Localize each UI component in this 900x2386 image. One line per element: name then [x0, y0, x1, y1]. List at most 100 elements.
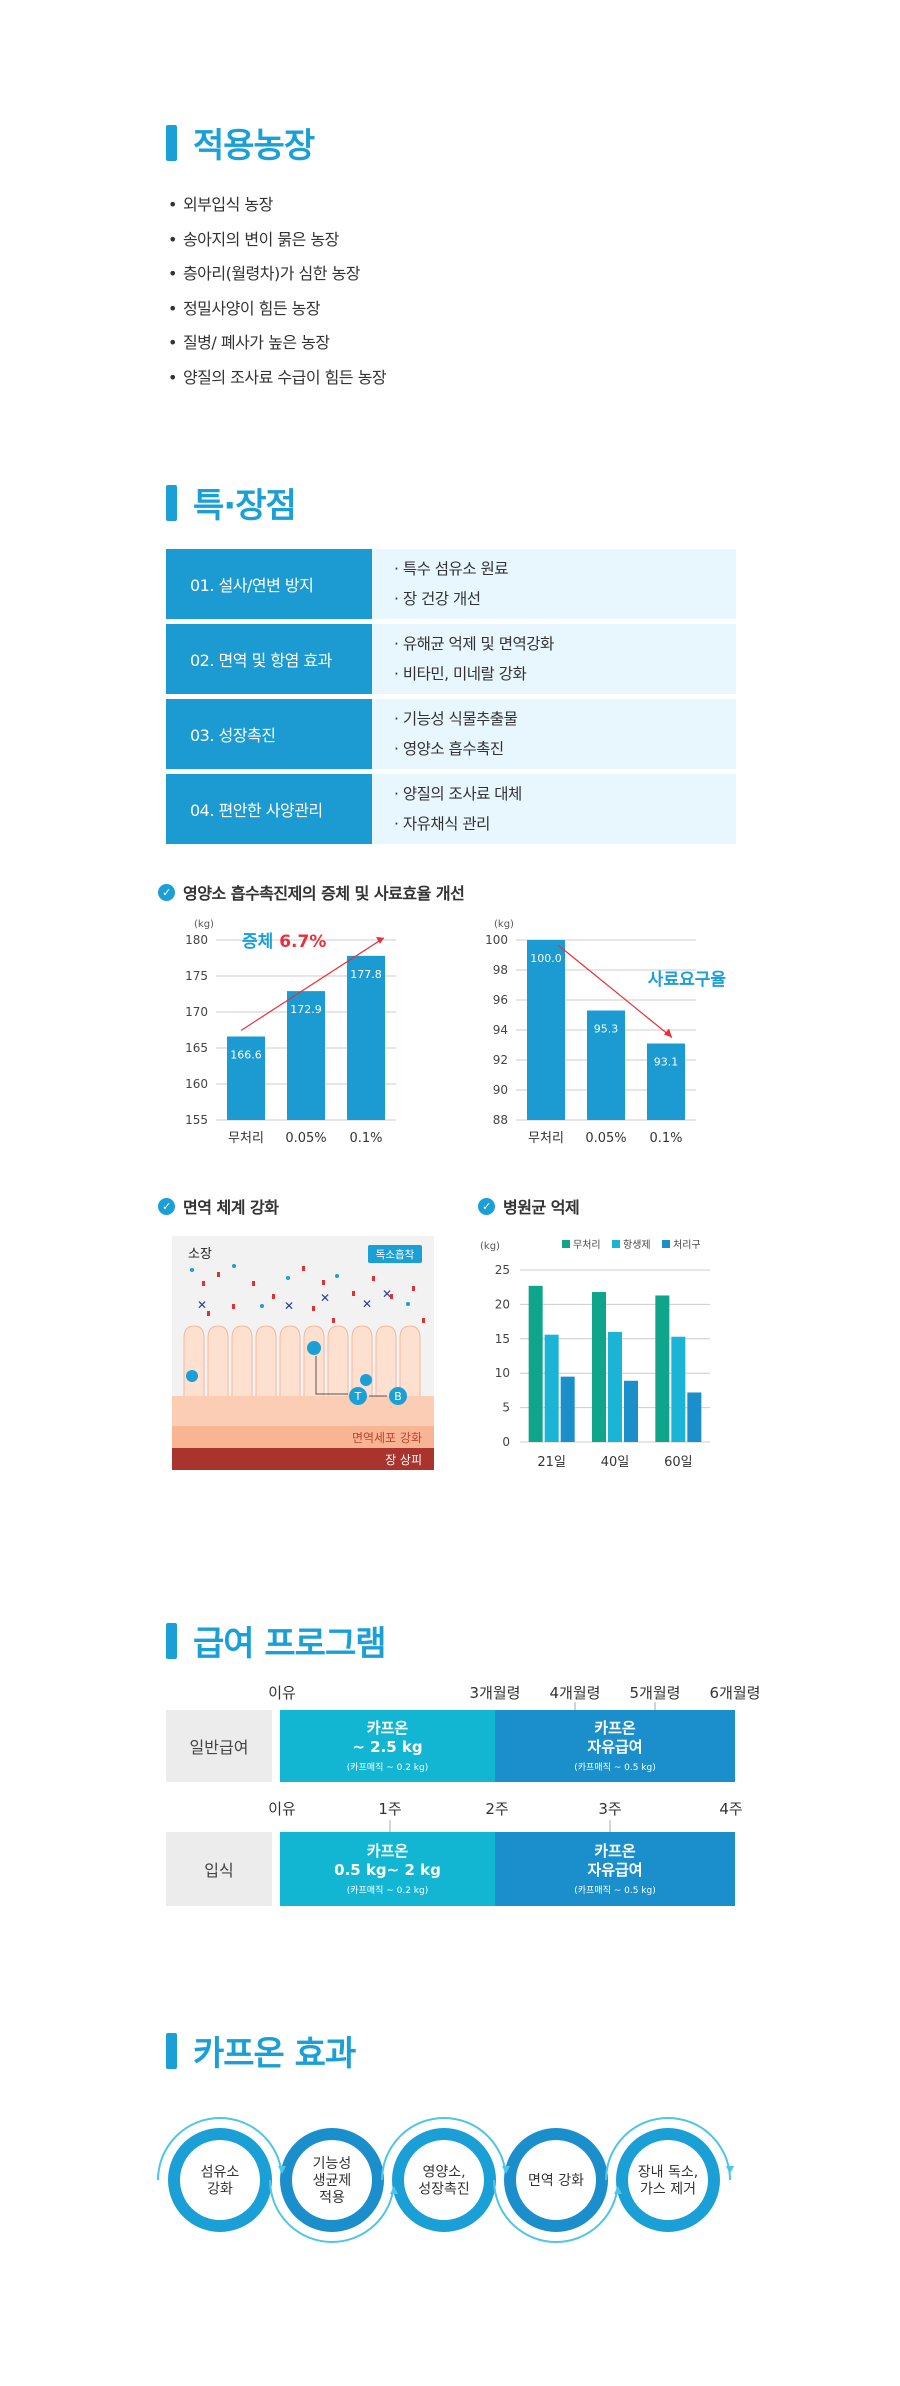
effect-label: 섬유소 [201, 2165, 240, 2181]
data-label: 100.0 [530, 952, 562, 965]
bar [287, 991, 325, 1120]
svg-text:✕: ✕ [197, 1298, 207, 1312]
bar [647, 1043, 685, 1120]
subhead-text: 영양소 흡수촉진제의 증체 및 사료효율 개선 [183, 884, 465, 903]
bar [624, 1380, 638, 1442]
list-item: 층아리(월령차)가 심한 농장 [168, 257, 386, 292]
tick-label: 2주 [485, 1800, 509, 1818]
subhead-immune: ✓ 면역 체계 강화 [158, 1194, 279, 1218]
effect-circle-inner [404, 2140, 484, 2220]
effect-label: 적용 [319, 2190, 345, 2206]
feature-line: · 영양소 흡수촉진 [394, 740, 504, 758]
arrow-head-icon [502, 2166, 510, 2174]
segment-sub: (카프매직 ~ 0.5 kg) [574, 1886, 656, 1896]
tick-label: 4개월령 [549, 1684, 601, 1702]
subhead-text: 병원균 억제 [503, 1198, 580, 1217]
y-tick-label: 165 [185, 1041, 208, 1055]
section-title-features: 특·장점 [166, 478, 297, 527]
weight-gain-chart: (kg) 155 160 165 170 175 180 166.6 무처리 172.9 0.05%… [185, 919, 396, 1146]
data-label: 172.9 [290, 1003, 322, 1016]
subhead-pathogen: ✓ 병원균 억제 [478, 1194, 580, 1218]
epithelium-label: 장 상피 [385, 1453, 422, 1467]
toxin-badge [368, 1245, 422, 1263]
legend-label: 항생제 [623, 1239, 651, 1251]
section-title-program: 급여 프로그램 [166, 1616, 387, 1665]
feature-desc: · 양질의 조사료 대체 · 자유채식 관리 [372, 774, 736, 844]
ring-arc [269, 2179, 395, 2243]
list-item: 질병/ 폐사가 높은 농장 [168, 326, 386, 361]
tick-label: 6개월령 [709, 1684, 761, 1702]
feature-row: 02. 면역 및 항염 효과 · 유해균 억제 및 면역강화 · 비타민, 미네랄… [166, 624, 736, 694]
segment-title: 카프온 [366, 1842, 409, 1860]
y-tick-label: 25 [495, 1263, 510, 1277]
effect-label: 장내 독소, [638, 2165, 698, 2181]
tick-label: 3개월령 [469, 1684, 521, 1702]
feature-line: · 양질의 조사료 대체 [394, 785, 522, 803]
epithelium-layer [172, 1448, 434, 1470]
ring-arc [157, 2117, 283, 2181]
feature-row: 03. 성장촉진 · 기능성 식물추출물 · 영양소 흡수촉진 [166, 699, 736, 769]
list-item: 정밀사양이 힘든 농장 [168, 292, 386, 327]
features-table: 01. 설사/연변 방지 · 특수 섬유소 원료 · 장 건강 개선 02. 면역… [166, 549, 736, 849]
list-item: 송아지의 변이 묽은 농장 [168, 223, 386, 258]
effect-circle-inner [516, 2140, 596, 2220]
program-segment-1: 카프온 ~ 2.5 kg (카프매직 ~ 0.2 kg) [280, 1710, 495, 1782]
t-cell-icon [349, 1387, 367, 1405]
title-bar [166, 1622, 177, 1659]
y-tick-label: 0 [502, 1435, 510, 1449]
x-tick-label: 0.05% [285, 1131, 326, 1146]
feature-line: · 자유채식 관리 [394, 815, 490, 833]
x-tick-label: 0.1% [349, 1131, 382, 1146]
data-label: 166.6 [230, 1048, 262, 1061]
svg-text:✕: ✕ [362, 1297, 372, 1311]
annotation-label: 증체 6.7% [242, 932, 326, 952]
effect-label: 기능성 [313, 2156, 352, 2172]
feature-line: · 유해균 억제 및 면역강화 [394, 635, 554, 653]
y-tick-label: 96 [493, 993, 508, 1007]
svg-text:✕: ✕ [320, 1291, 330, 1305]
feature-line: · 장 건강 개선 [394, 590, 481, 608]
y-tick-label: 160 [185, 1077, 208, 1091]
y-tick-label: 10 [495, 1366, 510, 1380]
feature-row: 04. 편안한 사양관리 · 양질의 조사료 대체 · 자유채식 관리 [166, 774, 736, 844]
program-label-general: 일반급여 [166, 1710, 272, 1782]
y-tick-label: 5 [502, 1401, 510, 1415]
arrow-line [315, 1356, 348, 1395]
check-icon: ✓ [158, 883, 175, 901]
bar [227, 1036, 265, 1120]
effect-label: 강화 [207, 2182, 233, 2198]
tick-marks [389, 1820, 611, 1832]
ring-arc [381, 2117, 507, 2181]
feature-desc: · 유해균 억제 및 면역강화 · 비타민, 미네랄 강화 [372, 624, 736, 694]
apply-list: 외부입식 농장 송아지의 변이 묽은 농장 층아리(월령차)가 심한 농장 정밀… [168, 188, 387, 395]
legend-label: 처리구 [673, 1239, 701, 1251]
toxin-particles: ✕ ✕ ✕ ✕ ✕ ✕ [190, 1264, 425, 1341]
y-axis-unit: (kg) [494, 919, 514, 930]
title-bar [166, 484, 177, 521]
x-tick-label: 60일 [664, 1455, 693, 1470]
effect-circle-inner [292, 2140, 372, 2220]
data-label: 177.8 [350, 968, 382, 981]
svg-text:✕: ✕ [284, 1299, 294, 1313]
mucosa-layer [172, 1396, 434, 1426]
data-label: 93.1 [654, 1056, 679, 1069]
check-icon: ✓ [158, 1197, 175, 1215]
feature-desc: · 기능성 식물추출물 · 영양소 흡수촉진 [372, 699, 736, 769]
intestine-label: 소장 [188, 1247, 212, 1262]
tick-label: 5개월령 [629, 1684, 681, 1702]
ring-arc [605, 2117, 731, 2181]
effect-label: 성장촉진 [418, 2182, 470, 2198]
feature-line: · 기능성 식물추출물 [394, 710, 518, 728]
arrow-head-icon [664, 1028, 672, 1038]
segment-title: 0.5 kg~ 2 kg [334, 1861, 441, 1879]
feature-number: 01. 설사/연변 방지 [166, 549, 372, 619]
section-title-text: 카프온 효과 [193, 2034, 356, 2074]
y-tick-label: 90 [493, 1083, 508, 1097]
x-tick-label: 40일 [601, 1455, 630, 1470]
legend-swatch [612, 1240, 620, 1248]
y-tick-label: 180 [185, 933, 208, 947]
x-tick-label: 0.05% [585, 1131, 626, 1146]
bar [544, 1334, 559, 1442]
toxin-label: 독소흡착 [376, 1248, 415, 1261]
